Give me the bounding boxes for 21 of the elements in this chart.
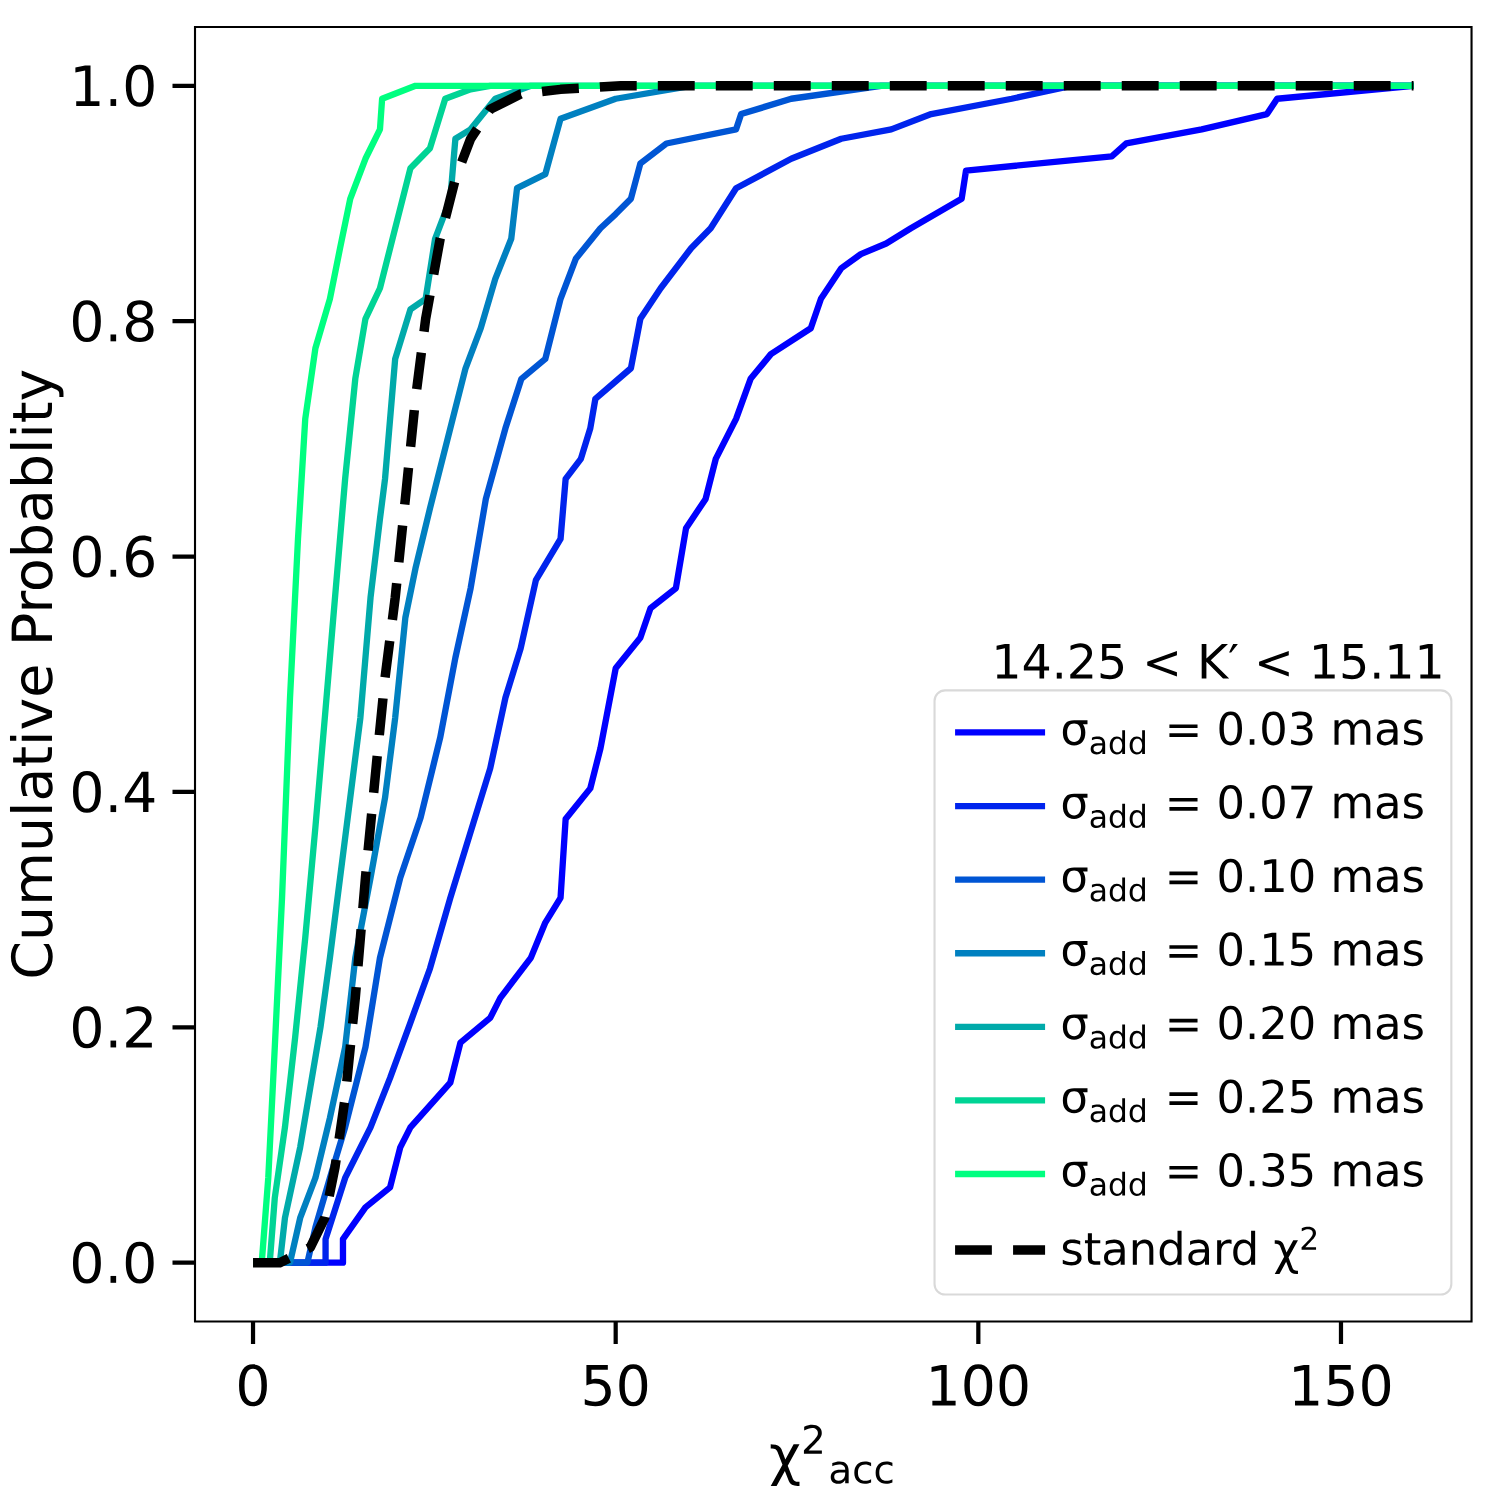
x-tick-label: 150 <box>1294 1364 1391 1407</box>
legend-label: σ$_{add}$ = 0.15 mas <box>1062 932 1423 976</box>
y-tick-label: 0.4 <box>72 770 155 813</box>
x-tick-label: 50 <box>584 1364 648 1407</box>
legend-label: σ$_{add}$ = 0.20 mas <box>1062 1005 1423 1049</box>
y-axis-title: Cumulative Probablity <box>9 370 64 977</box>
y-tick-label: 0.6 <box>72 535 154 578</box>
x-tick-label: 0 <box>239 1364 267 1407</box>
x-axis-title: χ$^{2}$acc <box>770 1424 893 1487</box>
y-tick-label: 0.0 <box>72 1241 154 1284</box>
y-tick-label: 1.0 <box>75 64 154 107</box>
legend-label: σ$_{add}$ = 0.03 mas <box>1062 711 1423 755</box>
x-tick-label: 100 <box>931 1364 1028 1407</box>
legend-label: σ$_{add}$ = 0.10 mas <box>1062 858 1423 902</box>
annotation: 14.25 < K′ < 15.11 <box>996 643 1441 680</box>
legend-label: σ$_{add}$ = 0.07 mas <box>1062 785 1423 829</box>
legend-label: standard χ$^{2}$ <box>1062 1226 1317 1275</box>
y-tick-label: 0.2 <box>72 1006 152 1049</box>
y-tick-label: 0.8 <box>72 300 154 343</box>
legend-label: σ$_{add}$ = 0.35 mas <box>1062 1153 1423 1196</box>
legend-label: σ$_{add}$ = 0.25 mas <box>1062 1079 1423 1123</box>
